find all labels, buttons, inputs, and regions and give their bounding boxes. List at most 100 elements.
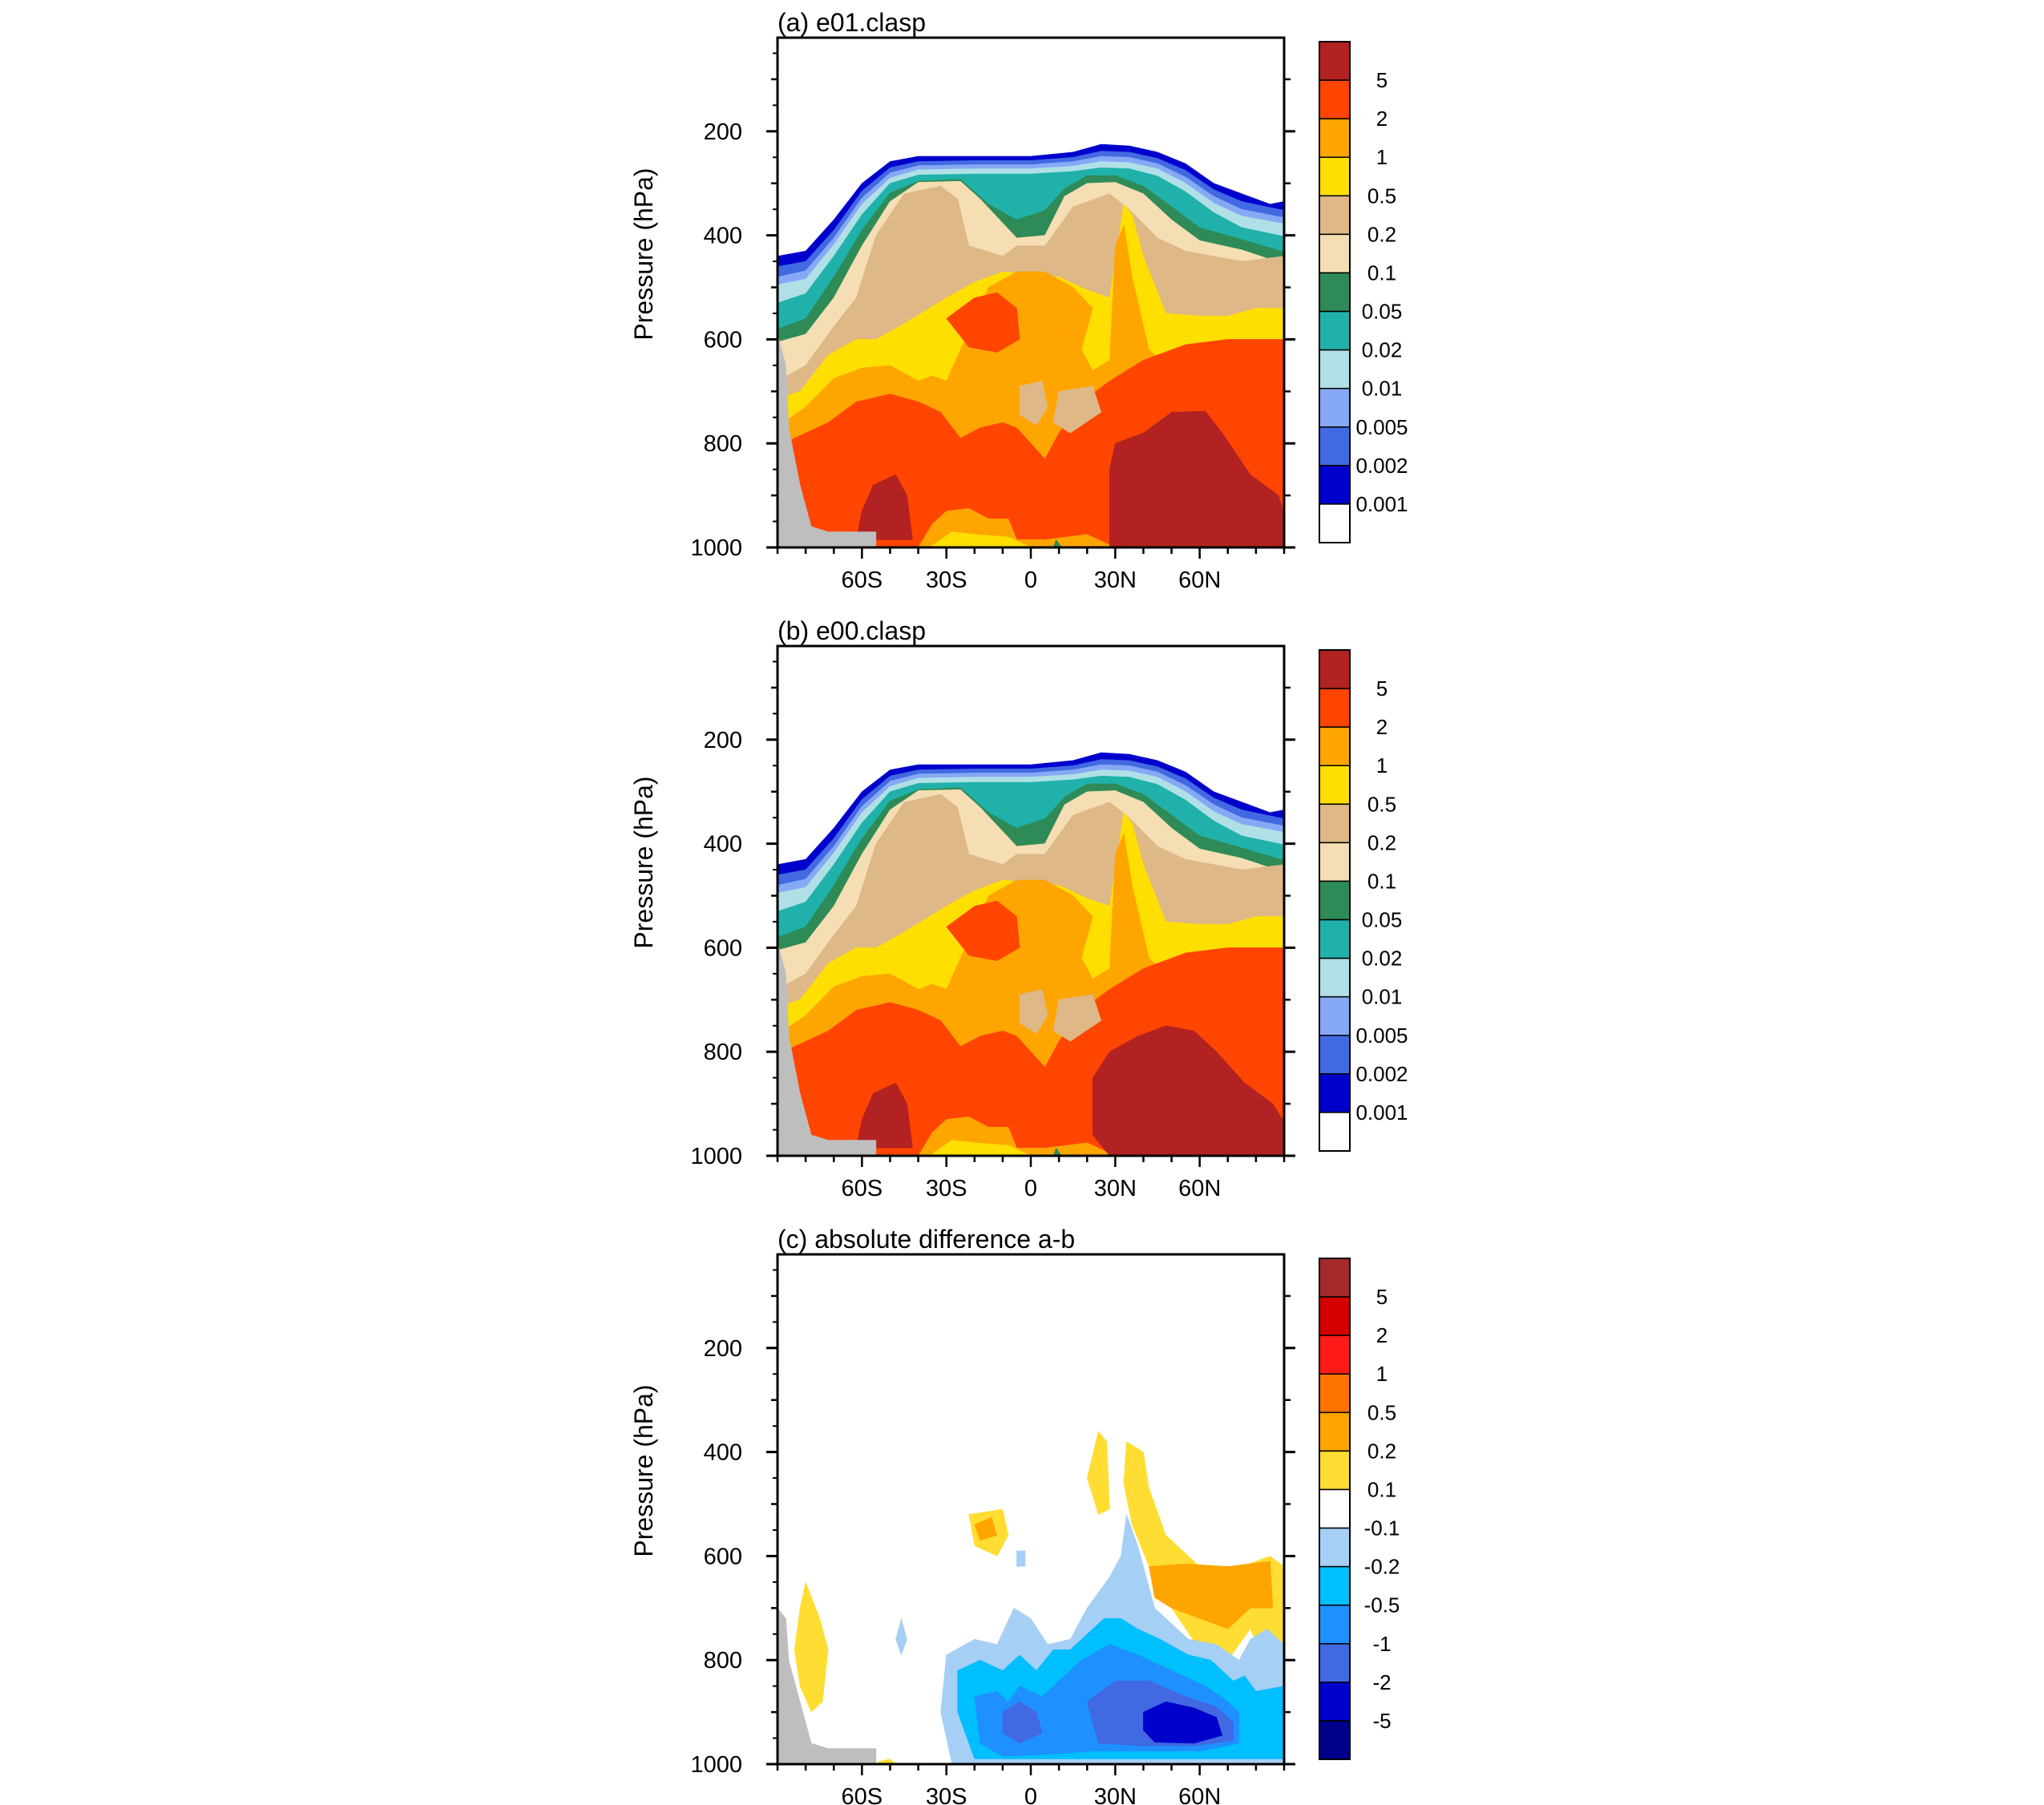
colorbar-swatch (1319, 310, 1351, 351)
panel-title: (b) e00.clasp (778, 616, 926, 645)
colorbar-swatch (1319, 1604, 1351, 1645)
contour-region-12 (1002, 1701, 1043, 1744)
colorbar-swatch (1319, 503, 1351, 543)
colorbar-label: -1 (1372, 1632, 1391, 1656)
colorbar-swatch (1319, 1112, 1351, 1152)
colorbar-swatch (1319, 1373, 1351, 1414)
colorbar-swatch (1319, 1450, 1351, 1491)
contour-region-16 (856, 1082, 913, 1149)
x-tick-label: 0 (1024, 567, 1037, 593)
colorbar-swatch (1319, 1527, 1351, 1568)
colorbar-swatch (1319, 1258, 1351, 1298)
colorbar-swatch (1319, 688, 1351, 728)
colorbar: 5 2 1 0.5 0.2 0.1 -0.1 -0.2 -0.5 -1 -2 -5 (1319, 1258, 1400, 1760)
contour-region-12 (929, 531, 1032, 547)
colorbar-label: 0.001 (1355, 492, 1408, 516)
colorbar-swatch (1319, 1488, 1351, 1529)
contour-region-15 (1052, 386, 1102, 434)
contour-region-14 (1019, 381, 1048, 426)
y-axis-title: Pressure (hPa) (629, 776, 658, 948)
colorbar-label: 0.001 (1355, 1100, 1408, 1125)
contour-region-13 (946, 900, 1020, 961)
colorbar-swatch (1319, 41, 1351, 81)
colorbar-swatch (1319, 803, 1351, 844)
colorbar-label: -0.5 (1364, 1593, 1400, 1617)
colorbar-frame (1319, 649, 1351, 1152)
colorbar-label: 0.05 (1362, 908, 1403, 932)
x-tick-label: 30S (926, 1784, 967, 1805)
y-axis-title: Pressure (hPa) (629, 1384, 658, 1557)
x-tick-label: 60S (842, 1784, 883, 1805)
colorbar-label: 0.2 (1367, 1439, 1396, 1463)
colorbar-swatch (1319, 272, 1351, 313)
contour-region-6 (974, 1516, 998, 1541)
contour-region-0 (794, 1581, 829, 1713)
colorbar-label: 5 (1376, 68, 1388, 92)
contour-fills (778, 752, 1284, 1156)
y-tick-label: 200 (704, 119, 742, 145)
y-tick-label: 400 (704, 224, 742, 249)
colorbar-swatch (1319, 1411, 1351, 1452)
colorbar-label: 0.01 (1362, 377, 1403, 401)
y-tick-label: 1000 (690, 1752, 742, 1778)
contour-region-19 (778, 942, 877, 1156)
contour-region-5 (1149, 1561, 1274, 1629)
colorbar-swatch (1319, 1035, 1351, 1075)
y-tick-label: 600 (704, 1544, 742, 1569)
x-tick-label: 60N (1178, 1784, 1221, 1805)
contour-region-15 (1052, 994, 1102, 1042)
colorbar-label: 0.1 (1367, 260, 1396, 285)
colorbar-frame (1319, 1258, 1351, 1760)
colorbar-swatch (1319, 1335, 1351, 1375)
panel-title: (a) e01.clasp (778, 8, 926, 37)
x-tick-label: 60N (1178, 567, 1221, 593)
contour-region-15 (778, 1608, 877, 1764)
colorbar-swatch (1319, 1565, 1351, 1606)
colorbar-label: 2 (1376, 107, 1388, 131)
contour-fills (778, 1431, 1284, 1764)
colorbar-swatch (1319, 726, 1351, 766)
contour-region-18 (1052, 1148, 1062, 1156)
x-tick-label: 30N (1094, 1176, 1137, 1201)
colorbar-swatch (1319, 349, 1351, 390)
y-tick-label: 1000 (690, 1144, 742, 1169)
colorbar-label: 2 (1376, 1323, 1388, 1347)
contour-region-17 (1109, 410, 1284, 547)
colorbar-label: 0.1 (1367, 869, 1396, 893)
colorbar: 5 2 1 0.5 0.2 0.1 0.05 0.02 0.01 0.005 0.002 0.001 (1319, 649, 1408, 1152)
colorbar-label: 0.005 (1355, 415, 1408, 439)
y-tick-label: 400 (704, 832, 742, 858)
panel-a: 200 400 600 800 1000 60S 30S 0 30N 60N Pressure (h… (629, 8, 1408, 593)
y-tick-label: 200 (704, 728, 742, 753)
colorbar-label: 0.5 (1367, 1400, 1396, 1424)
contour-region-14 (1019, 989, 1048, 1034)
colorbar-swatch (1319, 842, 1351, 882)
contour-region-9 (1016, 1550, 1026, 1567)
y-tick-label: 800 (704, 431, 742, 457)
colorbar-swatch (1319, 426, 1351, 466)
colorbar-label: 0.5 (1367, 184, 1396, 208)
colorbar-swatch (1319, 1643, 1351, 1683)
colorbar-swatch (1319, 1073, 1351, 1113)
colorbar-swatch (1319, 880, 1351, 921)
colorbar-label: 0.05 (1362, 300, 1403, 324)
y-tick-label: 400 (704, 1440, 742, 1466)
colorbar-label: 0.01 (1362, 985, 1403, 1009)
colorbar-label: -0.1 (1364, 1516, 1400, 1541)
x-tick-label: 60N (1178, 1176, 1221, 1201)
colorbar-swatch (1319, 1296, 1351, 1336)
y-tick-label: 200 (704, 1336, 742, 1362)
colorbar-swatch (1319, 649, 1351, 689)
colorbar-swatch (1319, 1682, 1351, 1722)
colorbar-swatch (1319, 465, 1351, 505)
y-axis-title: Pressure (hPa) (629, 168, 658, 340)
colorbar-swatch (1319, 765, 1351, 806)
contour-region-18 (1052, 539, 1062, 547)
contour-region-12 (929, 1140, 1032, 1156)
y-tick-label: 600 (704, 935, 742, 961)
colorbar-label: -5 (1372, 1709, 1391, 1733)
colorbar-label: 0.1 (1367, 1477, 1396, 1501)
x-tick-label: 30S (926, 567, 967, 593)
colorbar-label: 0.2 (1367, 222, 1396, 246)
colorbar-swatch (1319, 919, 1351, 959)
